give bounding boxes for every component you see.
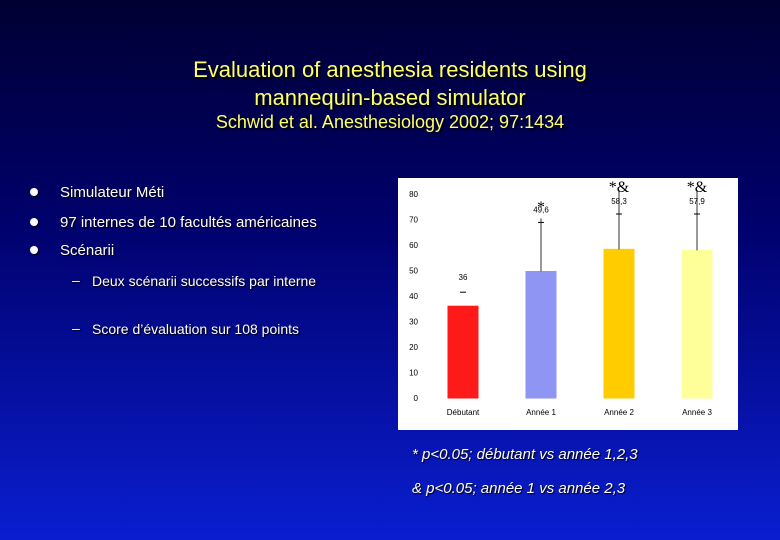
sub-bullet-text: Deux scénarii successifs par interne [92, 273, 317, 289]
bar [447, 305, 479, 399]
y-tick-label: 40 [409, 292, 418, 301]
y-tick-label: 70 [409, 216, 418, 225]
chart-svg: 0 10 20 30 40 50 60 70 80 36 Débutant 49,6* Année 1 5… [409, 179, 713, 417]
bullet-text: 97 internes de 10 facultés américaines [60, 214, 317, 231]
category-label: Débutant [447, 408, 480, 417]
y-tick-label: 80 [409, 190, 418, 199]
y-tick-label: 0 [414, 394, 419, 403]
bullet-dot-icon [30, 188, 38, 196]
data-label: 58,3 [611, 197, 627, 206]
data-label: 49,6 [533, 205, 549, 214]
data-label: 57,9 [689, 197, 705, 206]
bar [603, 248, 635, 399]
y-tick-label: 10 [409, 369, 418, 378]
dash-icon: – [72, 272, 80, 288]
bar [681, 249, 713, 399]
footnote-significance-1: * p<0.05; débutant vs année 1,2,3 [412, 446, 638, 463]
slide-title-line-1: Evaluation of anesthesia residents using [193, 57, 587, 82]
category-label: Année 2 [604, 408, 634, 417]
bullet-text: Scénarii [60, 242, 115, 259]
data-label: 36 [459, 273, 468, 282]
bullet-dot-icon [30, 246, 38, 254]
category-label: Année 1 [526, 408, 556, 417]
category-label: Année 3 [682, 408, 712, 417]
dash-icon: – [72, 320, 80, 336]
bar-chart: 0 10 20 30 40 50 60 70 80 36 Débutant 49,6 * Année 1 5… [398, 178, 738, 430]
y-tick-label: 20 [409, 343, 418, 352]
slide-subtitle: Schwid et al. Anesthesiology 2002; 97:14… [215, 112, 565, 132]
significance-marker: *& [687, 179, 708, 196]
y-tick-label: 60 [409, 241, 418, 250]
significance-marker: * [537, 199, 545, 216]
significance-marker: *& [609, 179, 630, 196]
y-tick-label: 30 [409, 318, 418, 327]
sub-bullet-text: Score d’évaluation sur 108 points [92, 321, 300, 337]
footnote-significance-2: & p<0.05; année 1 vs année 2,3 [412, 480, 626, 497]
bullet-text: Simulateur Méti [60, 184, 165, 201]
bullet-dot-icon [30, 218, 38, 226]
y-tick-label: 50 [409, 267, 418, 276]
bar [525, 271, 557, 399]
slide-title-line-2: mannequin-based simulator [254, 85, 526, 110]
